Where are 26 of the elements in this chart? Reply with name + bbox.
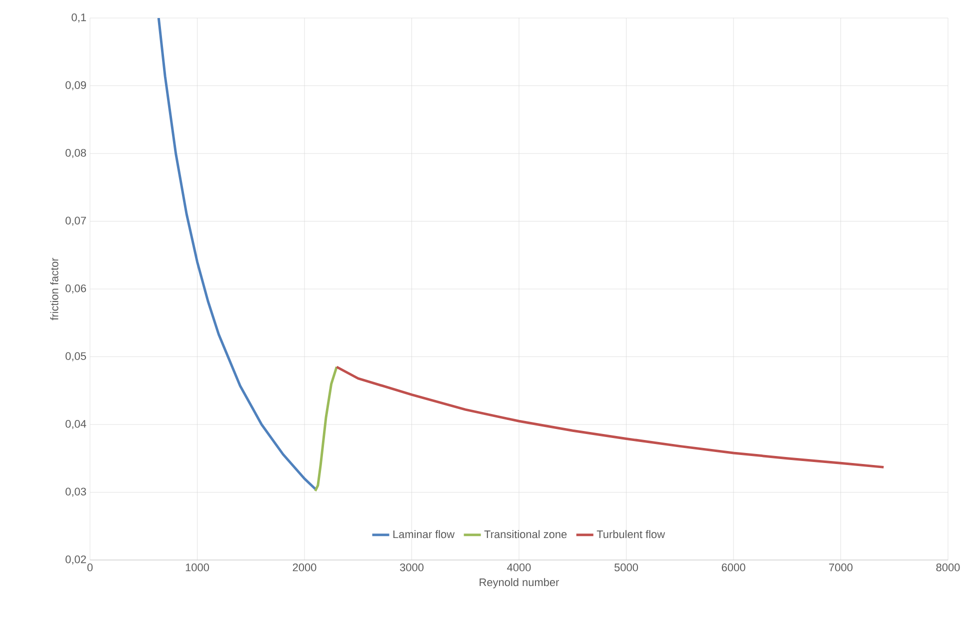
x-tick-label: 5000 bbox=[614, 564, 638, 572]
legend-label: Laminar flow bbox=[393, 530, 455, 538]
legend-label: Turbulent flow bbox=[596, 530, 666, 538]
y-tick-label: 0,04 bbox=[66, 420, 86, 430]
line-series bbox=[314, 366, 338, 492]
x-tick-label: 0 bbox=[87, 564, 93, 572]
y-tick-label: 0,1 bbox=[72, 13, 86, 23]
x-tick-label: 8000 bbox=[936, 564, 960, 572]
x-tick-label: 1000 bbox=[186, 564, 209, 572]
y-tick-label: 0,08 bbox=[66, 148, 86, 158]
x-tick-label: 4000 bbox=[507, 564, 531, 572]
line-series bbox=[157, 18, 316, 490]
y-tick-label: 0,02 bbox=[66, 555, 86, 565]
line-series bbox=[335, 366, 885, 468]
legend-label: Transitional zone bbox=[484, 530, 567, 538]
y-tick-label: 0,05 bbox=[66, 352, 86, 362]
x-axis-title: Reynold number bbox=[480, 578, 559, 588]
y-tick-label: 0,07 bbox=[66, 216, 86, 226]
x-tick-label: 7000 bbox=[829, 564, 852, 572]
x-tick-label: 6000 bbox=[722, 564, 746, 572]
x-tick-label: 2000 bbox=[292, 564, 316, 572]
y-tick-label: 0,09 bbox=[66, 81, 86, 90]
y-axis-title: friction factor bbox=[50, 258, 58, 320]
y-tick-label: 0,03 bbox=[66, 488, 86, 497]
y-tick-label: 0,06 bbox=[66, 284, 86, 294]
x-tick-label: 3000 bbox=[400, 564, 424, 572]
